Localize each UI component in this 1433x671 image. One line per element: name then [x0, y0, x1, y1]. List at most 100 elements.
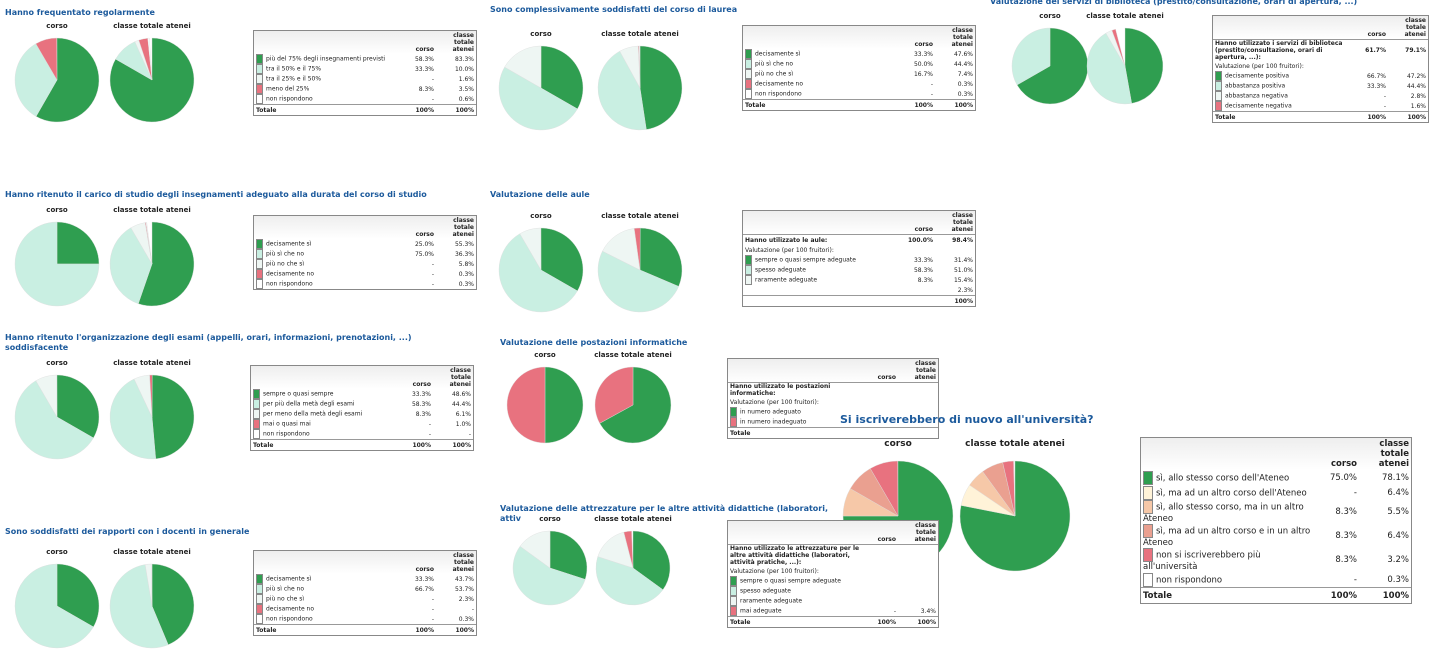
cell-text: 2.3% — [957, 286, 973, 294]
legend-swatch — [1143, 548, 1153, 562]
value-cell: 0.3% — [935, 79, 975, 89]
cell-text: - — [930, 80, 933, 88]
label-cell: mai o quasi mai — [251, 419, 399, 429]
value-cell: - — [1354, 91, 1388, 101]
pie-slice — [498, 66, 578, 131]
value-cell — [898, 566, 938, 576]
column-header: corso — [1354, 16, 1388, 40]
legend-swatch — [253, 409, 260, 419]
label-cell: in numero inadeguato — [728, 417, 864, 428]
legend-swatch — [256, 279, 263, 289]
data-table: corso classe totale atenei decisamente sì 3… — [253, 550, 477, 636]
cell-text: Hanno utilizzato le attrezzature per le … — [730, 545, 860, 566]
cell-text: 0.3% — [458, 615, 474, 623]
value-cell: 3.2% — [1359, 548, 1411, 572]
label-cell: spesso adeguate — [743, 265, 901, 275]
cell-text: 98.4% — [952, 236, 973, 244]
cell-text: 100% — [1407, 113, 1426, 121]
table-row: Hanno utilizzato le postazioni informati… — [728, 382, 938, 397]
value-cell: 33.3% — [1354, 81, 1388, 91]
cell-text: raramente adeguate — [740, 597, 803, 605]
column-header: corso — [864, 359, 898, 383]
cell-text: più no che sì — [755, 70, 794, 78]
value-cell: - — [436, 604, 476, 614]
pie-label: classe totale atenei — [113, 548, 191, 556]
value-cell: 43.7% — [436, 574, 476, 584]
cell-text: Hanno utilizzato le aule: — [745, 236, 828, 244]
cell-text: 33.3% — [1366, 82, 1386, 90]
cell-text: più del 75% degli insegnamenti previsti — [266, 55, 386, 63]
pie-label: corso — [46, 548, 68, 556]
panel-title: Sono soddisfatti dei rapporti con i doce… — [5, 527, 250, 536]
pie-slice — [1086, 32, 1132, 105]
table-row: più no che sì 16.7% 7.4% — [743, 69, 975, 79]
value-cell: 66.7% — [402, 584, 436, 594]
header-cell — [254, 216, 402, 239]
cell-text: sì, allo stesso corso, ma in un altro At… — [1143, 502, 1304, 524]
value-cell: 16.7% — [901, 69, 935, 79]
table: corso classe totale atenei Hanno utilizzat… — [743, 211, 975, 306]
value-cell: - — [1354, 101, 1388, 112]
value-cell — [898, 427, 938, 438]
legend-swatch — [256, 54, 263, 64]
value-cell: 100% — [1359, 587, 1411, 603]
table-row: 100% — [743, 295, 975, 306]
cell-text: 8.3% — [418, 85, 434, 93]
cell-text: 48.6% — [451, 390, 471, 398]
cell-text: decisamente negativa — [1225, 102, 1292, 110]
value-cell: 100% — [402, 624, 436, 635]
cell-text: 58.3% — [414, 55, 434, 63]
cell-text: sempre o quasi sempre adeguate — [740, 577, 841, 585]
cell-text: più sì che no — [755, 60, 794, 68]
table-row: più del 75% degli insegnamenti previsti 5… — [254, 54, 476, 64]
table-row: Totale 100% 100% — [743, 99, 975, 110]
cell-text: 100% — [914, 101, 933, 109]
pie-slice — [151, 563, 153, 607]
label-cell: non rispondono — [251, 429, 399, 440]
cell-text: per più della metà degli esami — [263, 400, 355, 408]
cell-text: 75.0% — [1329, 472, 1357, 483]
label-cell: più no che sì — [254, 594, 402, 604]
legend-swatch — [730, 417, 737, 427]
pie-slice — [498, 233, 578, 313]
table-row: Totale 100% 100% — [1213, 111, 1428, 122]
header-row: corso classe totale atenei — [1213, 16, 1428, 40]
value-cell — [1354, 61, 1388, 71]
cell-text: abbastanza positiva — [1225, 82, 1286, 90]
pie-slice — [504, 45, 542, 89]
cell-text: per meno della metà degli esami — [263, 410, 363, 418]
cell-text: mai o quasi mai — [263, 420, 311, 428]
label-cell: abbastanza positiva — [1213, 81, 1354, 91]
legend-swatch — [730, 586, 737, 596]
data-table: corso classe totale atenei Hanno utilizzat… — [742, 210, 976, 307]
table-row: non rispondono - 0.3% — [743, 89, 975, 100]
header-row: corso classe totale atenei — [254, 216, 476, 239]
value-cell: 31.4% — [935, 255, 975, 265]
cell-text: 100% — [1330, 590, 1357, 601]
panel-title: Sono complessivamente soddisfatti del co… — [490, 5, 738, 14]
table-row: più sì che no 50.0% 44.4% — [743, 59, 975, 69]
value-cell: - — [402, 259, 436, 269]
cell-text: 78.1% — [1381, 472, 1409, 483]
pie-slice — [623, 530, 634, 569]
header-row: corso classe totale atenei — [254, 31, 476, 54]
panel-title: Hanno frequentato regolarmente — [5, 8, 155, 17]
value-cell — [898, 382, 938, 397]
legend-swatch — [745, 275, 752, 285]
pie-slice — [151, 374, 195, 460]
cell-text: Totale — [253, 441, 274, 449]
table-row: tra il 50% e il 75% 33.3% 10.0% — [254, 64, 476, 74]
cell-text: decisamente sì — [755, 50, 801, 58]
label-cell: sempre o quasi sempre adeguate — [728, 576, 864, 586]
cell-text: 8.3% — [1335, 531, 1357, 541]
value-cell: - — [402, 94, 436, 105]
legend-swatch — [1143, 485, 1153, 500]
legend-swatch — [1215, 91, 1222, 101]
value-cell: 58.3% — [901, 265, 935, 275]
cell-text: 2.8% — [1410, 92, 1426, 100]
legend-swatch — [253, 419, 260, 429]
legend-swatch — [256, 64, 263, 74]
value-cell: 61.7% — [1354, 39, 1388, 61]
label-cell: Hanno utilizzato le postazioni informati… — [728, 382, 864, 397]
